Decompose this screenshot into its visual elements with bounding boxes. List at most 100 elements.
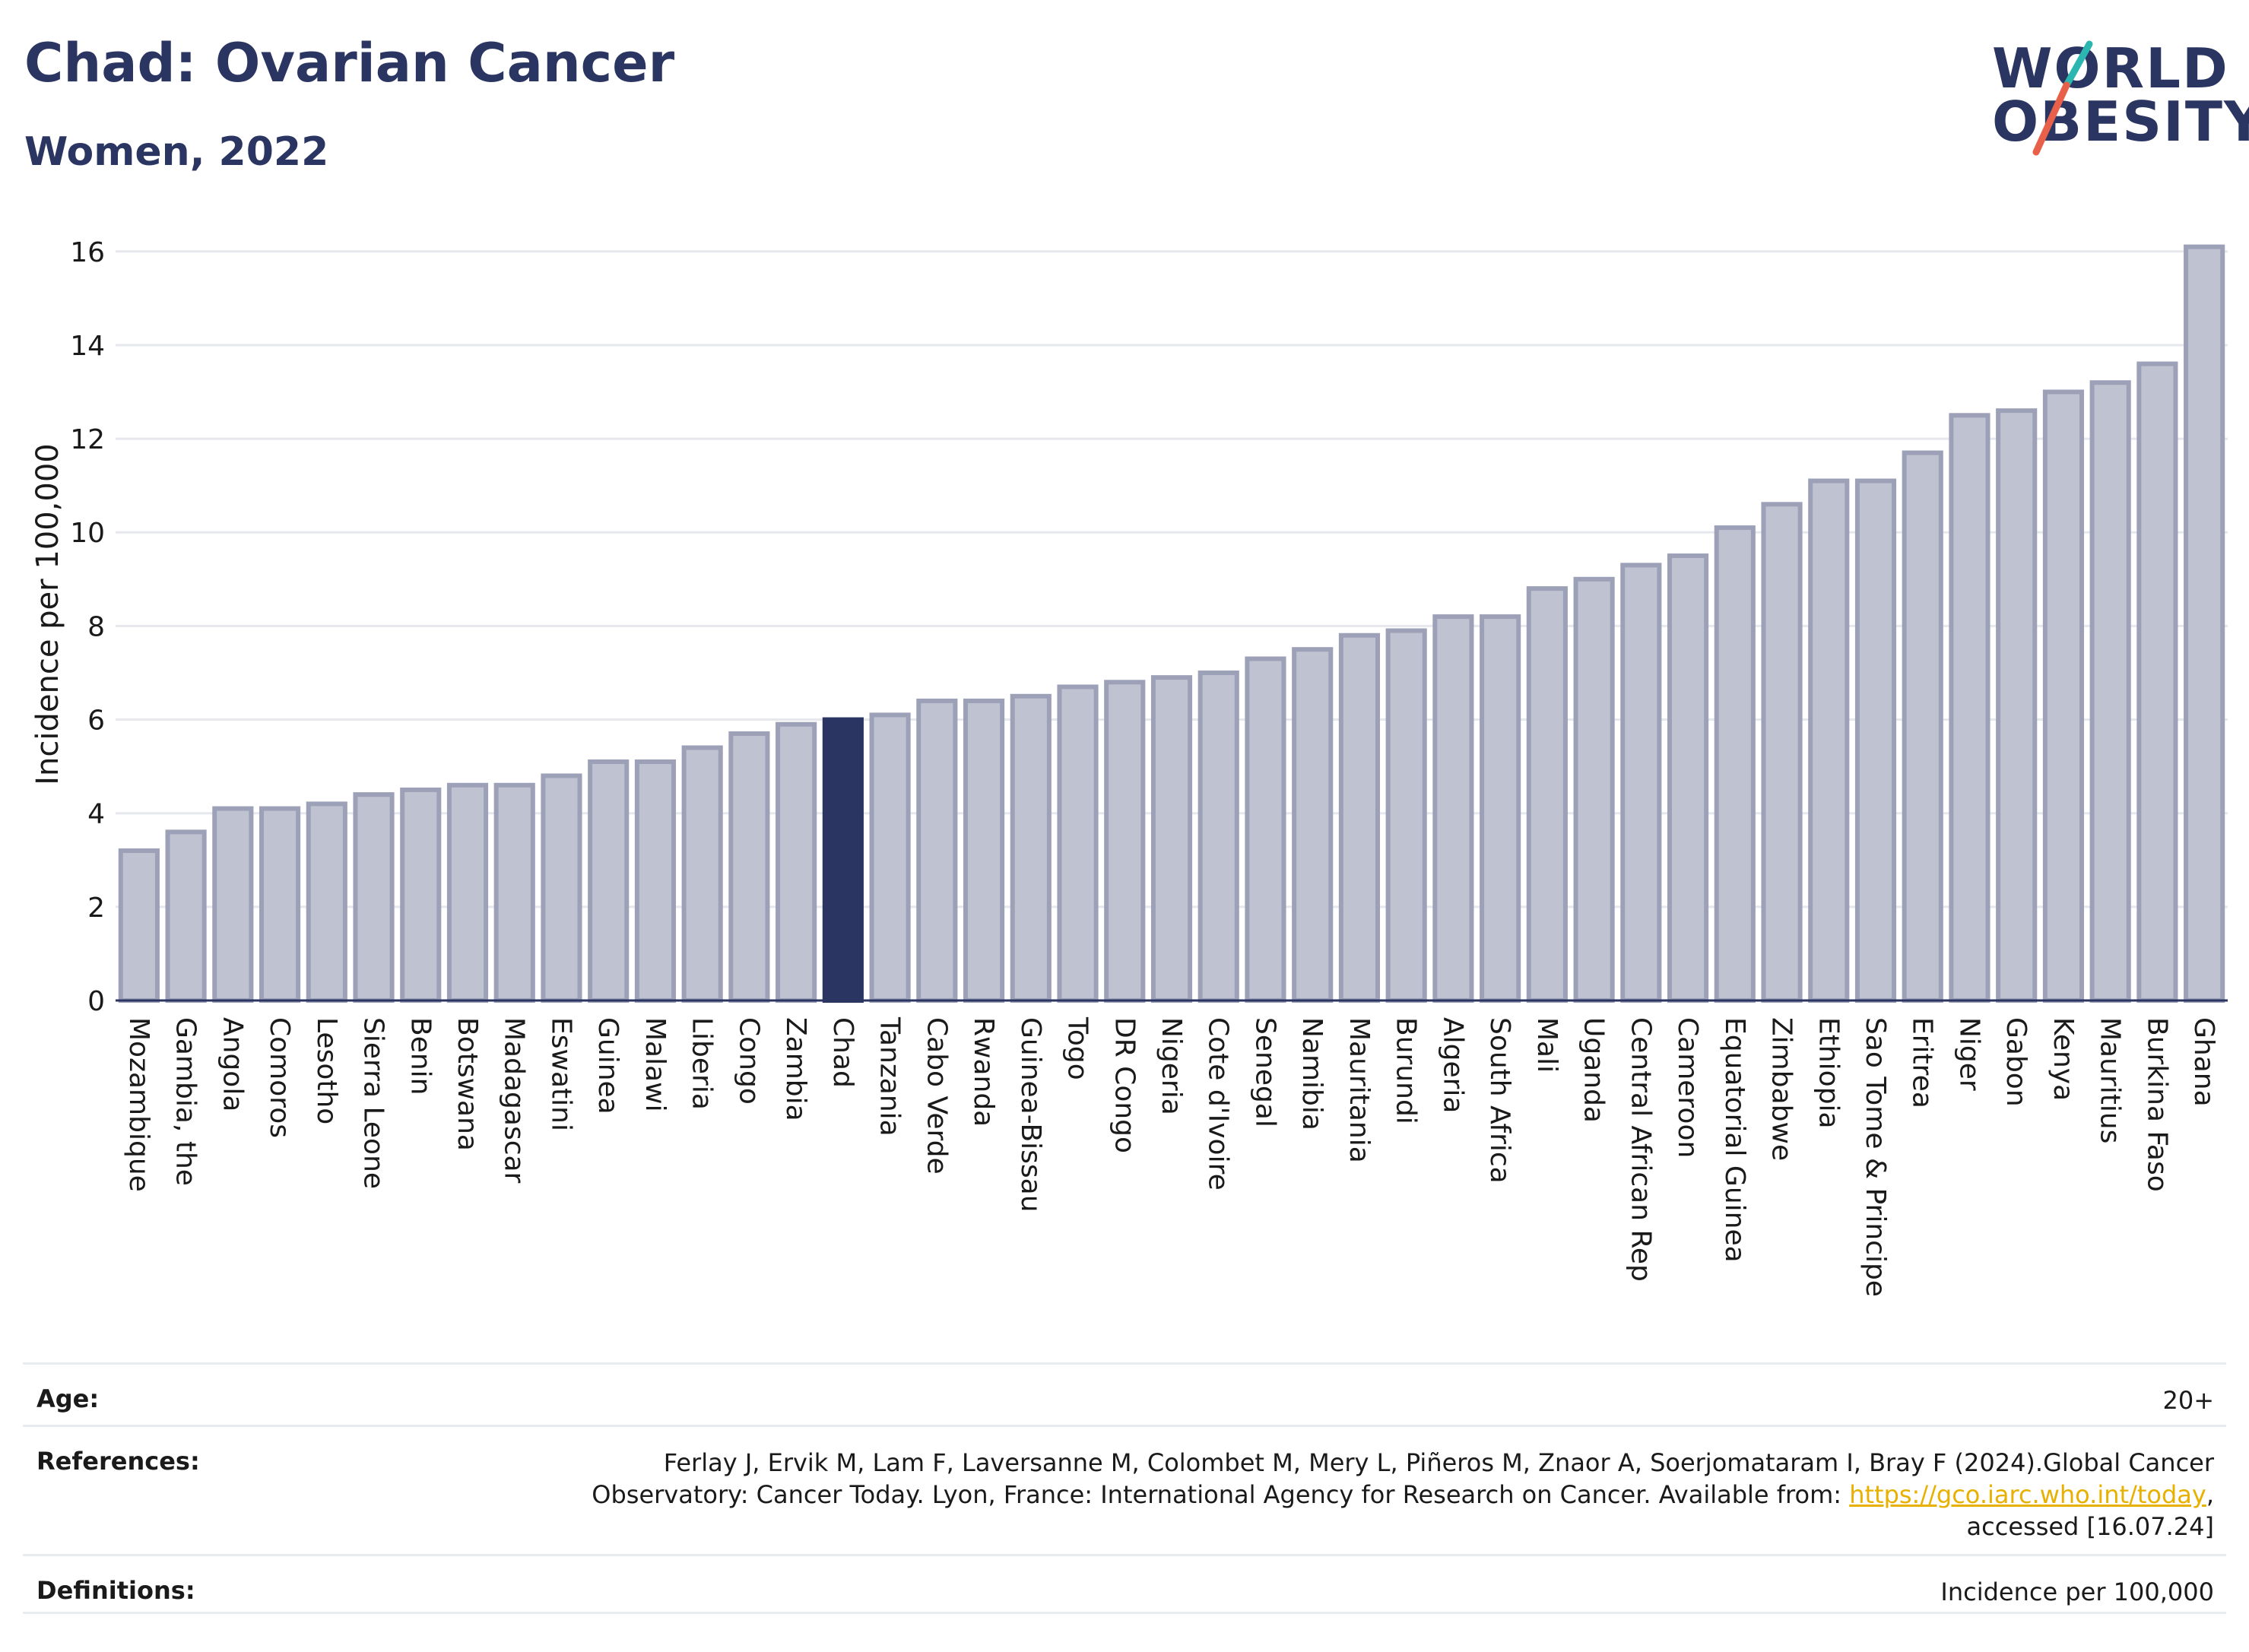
bar	[1949, 413, 1990, 1003]
bar	[165, 829, 207, 1003]
x-tick-label: Nigeria	[1156, 1017, 1187, 1115]
bar	[963, 698, 1005, 1003]
x-tick-label: Congo	[733, 1017, 764, 1105]
x-tick-label: Ethiopia	[1813, 1017, 1844, 1129]
bar	[681, 745, 723, 1003]
y-tick-label: 0	[87, 986, 105, 1017]
y-axis-title: Incidence per 100,000	[30, 443, 65, 785]
x-tick-label: Burkina Faso	[2141, 1017, 2172, 1192]
x-tick-label: Zimbabwe	[1766, 1017, 1797, 1161]
world-obesity-logo: WORLD OBESITY	[1977, 30, 2249, 167]
x-tick-label: Cameroon	[1672, 1017, 1703, 1158]
bar	[634, 759, 677, 1003]
bar	[1573, 576, 1615, 1003]
bar	[1292, 647, 1334, 1003]
bar	[400, 787, 442, 1003]
x-tick-label: Tanzania	[874, 1016, 906, 1137]
references-line2-suffix: ,	[2206, 1480, 2214, 1509]
x-tick-label: Eswatini	[545, 1017, 576, 1131]
bar	[1808, 478, 1850, 1003]
x-tick-label: Mauritania	[1343, 1017, 1375, 1163]
bar	[1996, 408, 2038, 1003]
y-tick-label: 2	[87, 893, 105, 924]
bar	[2042, 389, 2085, 1003]
x-tick-label: Ghana	[2188, 1017, 2219, 1107]
x-tick-label: Malawi	[639, 1017, 671, 1112]
bar	[2184, 244, 2225, 1003]
references-line2-prefix: Observatory: Cancer Today. Lyon, France:…	[592, 1480, 1850, 1509]
x-tick-label: Mauritius	[2095, 1017, 2126, 1143]
logo-slash-icon	[2032, 40, 2093, 156]
logo-line2: OBESITY	[1992, 90, 2249, 154]
age-label: Age:	[36, 1384, 100, 1413]
bar	[212, 806, 254, 1004]
footer-references-row: References: Ferlay J, Ervik M, Lam F, La…	[23, 1425, 2226, 1556]
x-tick-label: Zambia	[780, 1017, 811, 1121]
footer-bottom-divider	[23, 1612, 2226, 1614]
x-tick-label: Lesotho	[311, 1017, 342, 1124]
bar	[1667, 553, 1709, 1003]
y-tick-label: 4	[87, 799, 105, 830]
x-tick-label: Kenya	[2048, 1017, 2079, 1101]
bar	[1010, 693, 1052, 1003]
bar	[1385, 628, 1427, 1003]
page-subtitle: Women, 2022	[24, 129, 329, 175]
x-tick-label: Eritrea	[1907, 1017, 1938, 1108]
x-tick-label: Algeria	[1437, 1017, 1468, 1114]
bar	[1197, 670, 1239, 1004]
x-tick-label: Gambia, the	[170, 1017, 201, 1186]
y-tick-label: 10	[70, 518, 105, 549]
bar	[259, 806, 301, 1004]
references-line2: Observatory: Cancer Today. Lyon, France:…	[592, 1479, 2214, 1511]
bar	[869, 712, 911, 1003]
bar	[1902, 450, 1943, 1003]
bar	[1057, 684, 1099, 1004]
x-tick-label: Mozambique	[123, 1017, 154, 1192]
x-tick-label: Benin	[404, 1017, 436, 1095]
bar	[588, 759, 630, 1003]
x-tick-label: Chad	[827, 1017, 858, 1088]
bar	[306, 801, 347, 1004]
x-tick-label: Liberia	[687, 1017, 718, 1110]
bar	[493, 782, 535, 1003]
x-tick-label: Niger	[1953, 1017, 1984, 1091]
references-link[interactable]: https://gco.iarc.who.int/today	[1849, 1480, 2206, 1509]
x-tick-label: Madagascar	[499, 1017, 530, 1184]
references-line3: accessed [16.07.24]	[1966, 1512, 2214, 1541]
y-tick-label: 6	[87, 706, 105, 737]
bar	[1526, 586, 1568, 1003]
bar	[1150, 675, 1193, 1003]
x-tick-label: Equatorial Guinea	[1719, 1017, 1750, 1263]
x-tick-label: Togo	[1062, 1016, 1093, 1080]
bar	[541, 773, 582, 1003]
bar	[1714, 525, 1756, 1003]
bar	[1854, 478, 1897, 1003]
bar	[1761, 502, 1803, 1003]
bar-chart: 0 2 4 6 8 10 12 14 16 Incidence per 100,000 Mozamb…	[30, 237, 2228, 1297]
x-tick-label: Rwanda	[968, 1017, 999, 1127]
x-tick-label: Guinea	[592, 1017, 623, 1115]
x-tick-label: Botswana	[452, 1017, 483, 1151]
page-title: Chad: Ovarian Cancer	[24, 32, 675, 94]
age-value: 20+	[2162, 1386, 2214, 1415]
bar	[118, 848, 160, 1003]
x-tick-label: Guinea-Bissau	[1015, 1017, 1046, 1213]
bar	[1245, 656, 1286, 1003]
x-tick-label: Cabo Verde	[921, 1017, 952, 1175]
x-tick-label: South Africa	[1484, 1017, 1515, 1184]
bar	[728, 731, 770, 1003]
bar	[2136, 361, 2178, 1003]
bar	[2089, 380, 2131, 1003]
bar	[1104, 680, 1146, 1003]
footer-age-row: Age: 20+	[23, 1362, 2226, 1427]
y-tick-label: 8	[87, 611, 105, 642]
bar	[916, 698, 958, 1003]
bar	[776, 721, 817, 1003]
x-tick-label: Angola	[217, 1017, 248, 1111]
x-tick-label: Central African Rep	[1625, 1017, 1656, 1282]
x-tick-label: DR Congo	[1109, 1017, 1140, 1153]
y-tick-label: 16	[70, 237, 105, 268]
references-value: Ferlay J, Ervik M, Lam F, Laversanne M, …	[592, 1447, 2214, 1543]
bar	[1338, 633, 1381, 1004]
x-tick-label: Namibia	[1296, 1017, 1328, 1130]
